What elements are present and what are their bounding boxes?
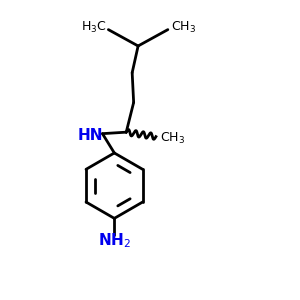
Text: CH$_3$: CH$_3$: [160, 130, 185, 146]
Text: NH$_2$: NH$_2$: [98, 231, 131, 250]
Text: HN: HN: [78, 128, 103, 142]
Text: H$_3$C: H$_3$C: [81, 20, 107, 35]
Text: CH$_3$: CH$_3$: [171, 20, 196, 35]
